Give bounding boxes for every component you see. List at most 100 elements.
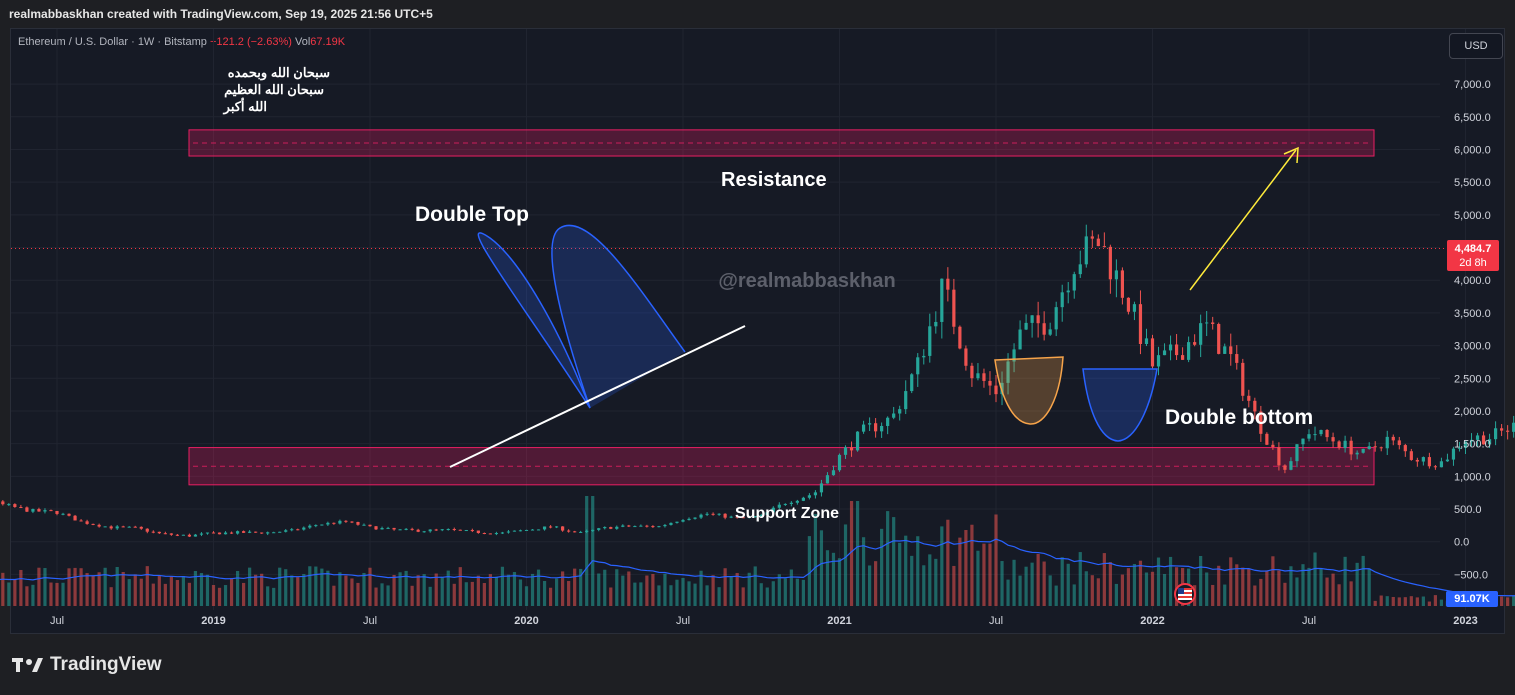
candle-body <box>705 513 709 515</box>
candle-body <box>783 503 787 505</box>
volume-bar <box>139 578 143 606</box>
volume-bar <box>392 574 396 606</box>
volume-bar <box>1283 582 1287 606</box>
candle-body <box>55 510 59 514</box>
volume-bar <box>434 573 438 606</box>
candle-body <box>1433 466 1438 468</box>
candle-body <box>1211 322 1215 325</box>
chart-panel[interactable] <box>10 28 1505 634</box>
volume-bar <box>1265 570 1269 606</box>
volume-bar <box>278 567 282 606</box>
candle-body <box>1090 236 1094 239</box>
double-top-arc-1[interactable] <box>477 232 591 409</box>
candle-body <box>633 526 637 528</box>
volume-bar <box>964 530 968 606</box>
volume-bar <box>837 558 842 606</box>
volume-bar <box>675 579 679 606</box>
candle-body <box>193 534 198 537</box>
candle-body <box>452 529 456 531</box>
volume-bar <box>254 574 258 606</box>
volume-bar <box>308 566 312 606</box>
volume-bar <box>723 568 727 606</box>
cup-pattern[interactable] <box>994 356 1064 425</box>
candle-body <box>1319 429 1323 435</box>
volume-bar <box>542 580 547 606</box>
candle-body <box>699 514 703 518</box>
candle-body <box>254 531 258 533</box>
volume-bar <box>1271 556 1275 606</box>
volume-bar <box>344 575 348 606</box>
candle-body <box>7 504 11 506</box>
volume-bar <box>506 574 511 606</box>
volume-bar <box>1307 567 1311 606</box>
volume-bar <box>940 526 944 606</box>
candle-body <box>374 526 378 530</box>
volume-bar <box>1090 575 1094 606</box>
candle-body <box>248 531 252 533</box>
volume-bar <box>476 575 480 606</box>
volume-bar <box>350 578 354 606</box>
candle-body <box>1168 344 1173 351</box>
volume-bar <box>169 576 173 606</box>
y-tick-label: 3,000.0 <box>1454 341 1491 353</box>
candle-body <box>169 533 173 535</box>
candle-body <box>621 525 625 527</box>
candle-body <box>229 532 234 534</box>
tradingview-logo[interactable]: TradingView <box>12 654 162 676</box>
volume-bar <box>1253 585 1257 606</box>
last-price-value: 4,484.7 <box>1454 243 1492 255</box>
x-tick-label: 2023 <box>1453 615 1477 627</box>
x-tick-label: Jul <box>50 615 64 627</box>
candle-body <box>19 507 23 509</box>
arrow-head-icon <box>1283 146 1299 164</box>
volume-bar <box>573 568 577 606</box>
candle-body <box>1150 338 1155 367</box>
x-tick-label: Jul <box>1302 615 1316 627</box>
symbol-title[interactable]: Ethereum / U.S. Dollar · 1W · Bitstamp <box>18 36 207 48</box>
volume-bar <box>717 587 721 606</box>
trend-line[interactable] <box>449 325 746 468</box>
volume-bar <box>1030 562 1034 606</box>
candle-body <box>1295 444 1299 462</box>
candle-body <box>1457 447 1462 449</box>
volume-bar <box>1120 574 1125 606</box>
candle-body <box>1138 304 1143 345</box>
volume-bar <box>693 583 697 606</box>
volume-bar <box>1500 596 1504 606</box>
candle-body <box>717 513 721 515</box>
candle-body <box>488 533 492 535</box>
volume-bar <box>43 568 47 606</box>
target-arrow-line[interactable] <box>1189 149 1297 291</box>
volume-bar <box>1211 584 1215 606</box>
volume-bar <box>31 584 35 606</box>
volume-bar <box>61 582 65 606</box>
chart-attribution: realmabbaskhan created with TradingView.… <box>9 7 433 21</box>
candle-body <box>1289 461 1293 470</box>
volume-bar <box>970 524 974 606</box>
double-bottom-pattern[interactable] <box>1082 368 1158 442</box>
candle-body <box>898 409 902 414</box>
volume-bar <box>789 569 793 606</box>
candle-body <box>922 355 926 358</box>
currency-button[interactable]: USD <box>1449 33 1503 59</box>
arabic-text-line-2: سبحان الله العظيم <box>224 82 324 98</box>
volume-bar <box>494 576 499 606</box>
flag-icon[interactable] <box>1174 583 1196 605</box>
y-tick-label: 2,500.0 <box>1454 373 1491 385</box>
volume-bar <box>633 582 637 606</box>
candle-body <box>579 531 583 533</box>
candle-body <box>711 513 715 515</box>
volume-bar <box>1042 561 1046 606</box>
symbol-legend: Ethereum / U.S. Dollar · 1W · Bitstamp −… <box>18 36 345 48</box>
candle-body <box>139 526 143 529</box>
volume-bar <box>302 574 306 606</box>
candle-body <box>205 532 210 534</box>
candle-body <box>1114 270 1118 280</box>
volume-value: 67.19K <box>310 36 346 48</box>
candle-body <box>1445 459 1450 462</box>
double-top-arc-2[interactable] <box>551 224 686 409</box>
volume-bar <box>1096 578 1100 606</box>
volume-bar <box>1024 566 1028 606</box>
volume-bar <box>446 570 450 606</box>
